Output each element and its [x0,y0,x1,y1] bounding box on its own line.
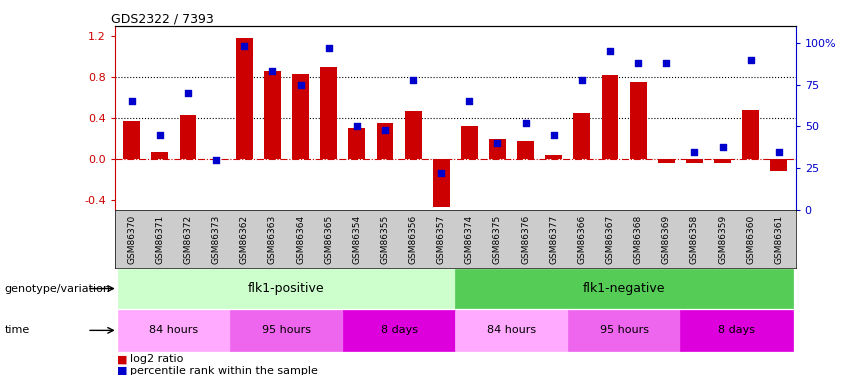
Point [660,60,673,66]
Text: GSM86374: GSM86374 [465,214,474,264]
Bar [455,269,793,308]
Bar [574,113,591,159]
Text: GSM86371: GSM86371 [156,214,164,264]
Text: GSM86364: GSM86364 [296,214,305,264]
Bar [461,126,477,159]
Text: GSM86354: GSM86354 [352,214,362,264]
Bar [117,310,231,351]
Bar [117,269,455,308]
Bar [404,111,421,159]
Text: 95 hours: 95 hours [262,326,311,335]
Bar [264,71,281,159]
Text: percentile rank within the sample: percentile rank within the sample [130,366,318,375]
Bar [658,159,675,163]
Text: flk1-negative: flk1-negative [583,282,665,295]
Point [463,98,477,104]
Point [744,57,757,63]
Text: GSM86359: GSM86359 [718,214,727,264]
Bar [180,115,197,159]
Point [125,98,139,104]
Point [631,60,645,66]
Point [350,123,363,129]
Bar [568,310,680,351]
Text: GSM86373: GSM86373 [212,214,220,264]
Bar [770,159,787,171]
Bar [343,310,455,351]
Text: ■: ■ [117,354,128,364]
Bar [123,121,140,159]
Point [378,127,391,133]
Text: GSM86361: GSM86361 [774,214,783,264]
Text: GSM86372: GSM86372 [184,214,192,264]
Bar [714,159,731,163]
Text: 8 days: 8 days [380,326,418,335]
Text: GSM86368: GSM86368 [634,214,643,264]
Text: flk1-positive: flk1-positive [248,282,325,295]
Point [603,48,617,54]
Text: GSM86375: GSM86375 [493,214,502,264]
Point [322,45,335,51]
Bar [602,75,619,159]
Point [547,132,561,138]
Text: GSM86355: GSM86355 [380,214,390,264]
Point [519,120,533,126]
Bar [680,310,793,351]
Point [772,148,785,154]
Text: GSM86358: GSM86358 [690,214,699,264]
Text: GSM86363: GSM86363 [268,214,277,264]
Text: GSM86360: GSM86360 [746,214,755,264]
Bar [236,39,253,159]
Text: GSM86366: GSM86366 [577,214,586,264]
Text: GSM86376: GSM86376 [521,214,530,264]
Point [434,170,448,176]
Point [209,157,223,163]
Text: 84 hours: 84 hours [487,326,536,335]
Text: genotype/variation: genotype/variation [4,284,111,294]
Point [406,77,420,83]
Bar [630,82,647,159]
Point [294,82,307,88]
Point [153,132,167,138]
Text: 95 hours: 95 hours [600,326,648,335]
Point [237,43,251,49]
Bar [545,155,563,159]
Text: GSM86370: GSM86370 [128,214,136,264]
Bar [151,152,168,159]
Bar [742,110,759,159]
Text: GDS2322 / 7393: GDS2322 / 7393 [111,12,214,25]
Point [716,144,729,150]
Text: log2 ratio: log2 ratio [130,354,184,364]
Point [688,148,701,154]
Bar [433,159,449,207]
Text: GSM86362: GSM86362 [240,214,248,264]
Text: GSM86356: GSM86356 [408,214,418,264]
Bar [231,310,343,351]
Point [491,140,505,146]
Text: GSM86377: GSM86377 [549,214,558,264]
Bar [455,310,568,351]
Bar [292,74,309,159]
Text: time: time [4,326,30,335]
Bar [489,138,506,159]
Bar [348,128,365,159]
Text: GSM86367: GSM86367 [606,214,614,264]
Bar [376,123,393,159]
Point [181,90,195,96]
Bar [686,159,703,163]
Bar [320,67,337,159]
Text: ■: ■ [117,366,128,375]
Text: GSM86365: GSM86365 [324,214,334,264]
Point [266,68,279,74]
Text: GSM86357: GSM86357 [437,214,446,264]
Bar [517,141,534,159]
Text: 84 hours: 84 hours [150,326,198,335]
Text: 8 days: 8 days [718,326,755,335]
Point [575,77,589,83]
Text: GSM86369: GSM86369 [662,214,671,264]
